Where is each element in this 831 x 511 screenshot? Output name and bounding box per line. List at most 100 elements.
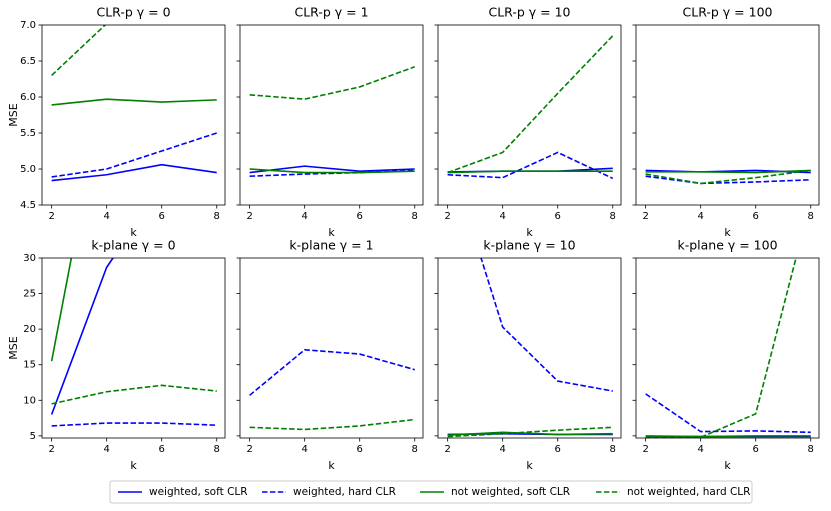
subplot-title: k-plane γ = 0 [91,238,175,253]
x-axis-label: k [724,226,731,239]
x-axis-label: k [328,226,335,239]
line-series [480,258,613,392]
subplot-title: CLR-p γ = 1 [294,5,368,20]
line-series [249,168,415,174]
y-tick-label: 5 [30,431,36,442]
x-tick-label: 6 [753,444,759,455]
line-series [645,175,811,185]
legend-label: weighted, soft CLR [149,486,248,498]
y-tick-label: 7.0 [20,20,36,31]
plot-area [447,35,614,180]
x-axis-label: k [526,226,533,239]
line-series [249,165,415,174]
y-tick-label: 5.5 [20,128,36,139]
line-series [447,431,613,436]
line-series [447,151,614,180]
x-tick-label: 4 [103,444,109,455]
y-axis-label: MSE [7,336,20,359]
plot-area [645,258,811,438]
subplot-title: CLR-p γ = 10 [488,5,570,20]
y-tick-label: 6.0 [20,92,36,103]
legend-label: not weighted, soft CLR [451,486,570,498]
x-tick-label: 2 [444,211,450,222]
line-series [249,348,415,396]
y-tick-label: 15 [23,360,36,371]
y-tick-label: 20 [23,324,36,335]
line-series [447,35,614,174]
x-tick-label: 2 [48,211,54,222]
legend-label: not weighted, hard CLR [627,486,750,498]
x-axis-label: k [130,459,137,472]
axes-frame [437,257,622,439]
y-tick-label: 5.0 [20,164,36,175]
plot-area [51,25,217,182]
line-series [447,426,613,438]
line-series [249,418,415,431]
line-series [645,258,797,438]
subplot-title: CLR-p γ = 100 [683,5,773,20]
line-series [249,66,416,100]
plot-area [447,258,613,438]
x-tick-label: 2 [642,211,648,222]
subplot-title: CLR-p γ = 0 [96,5,170,20]
y-tick-label: 30 [23,253,36,264]
line-series [51,163,217,182]
line-series [51,98,217,106]
x-axis-label: k [130,226,137,239]
plot-area [645,169,811,185]
axes-frame [41,24,226,206]
x-tick-label: 4 [301,211,307,222]
line-series [50,258,73,362]
line-series [645,169,811,174]
x-tick-label: 2 [246,444,252,455]
x-tick-label: 6 [357,211,363,222]
y-tick-label: 6.5 [20,56,36,67]
x-tick-label: 8 [610,211,616,222]
x-tick-label: 4 [499,211,505,222]
x-tick-label: 6 [555,444,561,455]
x-axis-label: k [328,459,335,472]
line-series [645,169,811,185]
y-tick-label: 4.5 [20,200,36,211]
x-tick-label: 2 [642,444,648,455]
x-tick-label: 6 [159,211,165,222]
x-tick-label: 2 [246,211,252,222]
line-series [51,132,217,178]
axes-frame [635,24,820,206]
axes-frame [635,257,820,439]
x-tick-label: 8 [412,211,418,222]
y-tick-label: 25 [23,289,36,300]
line-series [645,435,811,438]
x-tick-label: 4 [103,211,109,222]
x-tick-label: 4 [301,444,307,455]
line-series [645,393,811,434]
subplot-title: k-plane γ = 100 [677,238,777,253]
x-tick-label: 4 [697,444,703,455]
x-tick-label: 2 [444,444,450,455]
x-tick-label: 8 [412,444,418,455]
x-tick-label: 6 [555,211,561,222]
axes-frame [239,24,424,206]
line-series [51,422,217,427]
x-tick-label: 6 [159,444,165,455]
x-tick-label: 8 [214,211,220,222]
x-tick-label: 6 [753,211,759,222]
axes-frame [41,257,226,439]
x-tick-label: 2 [48,444,54,455]
plot-area [50,258,217,427]
x-tick-label: 4 [697,211,703,222]
plot-area [249,66,416,177]
x-tick-label: 8 [610,444,616,455]
plot-area [249,348,415,431]
legend-label: weighted, hard CLR [293,486,396,498]
axes-frame [437,24,622,206]
subplot-title: k-plane γ = 1 [289,238,373,253]
x-axis-label: k [724,459,731,472]
x-tick-label: 8 [214,444,220,455]
x-tick-label: 8 [808,211,814,222]
y-axis-label: MSE [7,103,20,126]
line-series [51,384,217,405]
y-tick-label: 10 [23,395,36,406]
line-series [50,258,114,415]
